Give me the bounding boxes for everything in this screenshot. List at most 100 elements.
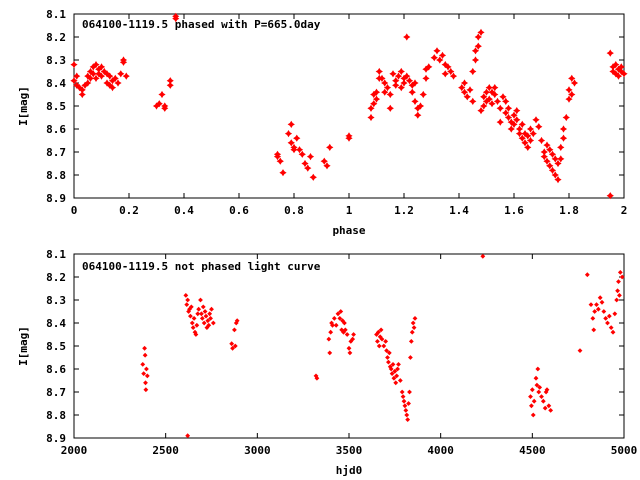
- data-point: [565, 95, 573, 103]
- data-point: [554, 176, 562, 184]
- data-point: [562, 113, 570, 122]
- data-point: [108, 84, 117, 92]
- data-point: [346, 345, 352, 351]
- data-point: [383, 84, 392, 92]
- data-point: [185, 297, 191, 303]
- data-point: [496, 118, 504, 126]
- data-point: [441, 61, 449, 69]
- data-point: [414, 104, 422, 112]
- data-point: [142, 352, 148, 358]
- y-tick-label: 8.5: [46, 100, 66, 113]
- data-point: [559, 125, 568, 133]
- data-point: [588, 302, 594, 307]
- data-point: [141, 371, 147, 376]
- data-point: [403, 33, 411, 41]
- data-point: [612, 61, 620, 69]
- data-point: [190, 325, 196, 330]
- data-point: [114, 79, 122, 87]
- x-tick-label: 1.4: [449, 204, 469, 217]
- data-point: [540, 153, 548, 161]
- data-point: [610, 329, 616, 335]
- data-point: [86, 74, 95, 82]
- data-point: [185, 433, 191, 439]
- data-point: [381, 343, 387, 349]
- data-point: [480, 102, 488, 110]
- data-point: [392, 368, 398, 374]
- y-axis-label: I[mag]: [17, 326, 30, 366]
- data-point: [533, 375, 539, 381]
- data-point: [81, 81, 89, 89]
- data-point: [515, 130, 524, 138]
- data-point: [460, 88, 469, 96]
- data-point: [229, 341, 235, 347]
- y-tick-label: 8.2: [46, 31, 66, 44]
- data-point: [471, 47, 480, 55]
- data-point: [392, 81, 400, 89]
- data-point: [376, 343, 382, 349]
- data-point: [529, 403, 534, 409]
- data-point: [521, 130, 529, 138]
- data-point: [617, 293, 622, 298]
- data-point: [408, 355, 413, 360]
- data-point: [463, 93, 471, 101]
- data-point: [191, 316, 197, 321]
- phased-light-curve-panel: 0 0.2 0.4 0.6 0.8 1 1.2 1.4 1.6 1.8 2 8.1 8.2 8.3 8.4 8…: [17, 8, 628, 237]
- data-point: [333, 322, 339, 328]
- data-point: [425, 63, 433, 71]
- y-tick-label: 8.2: [46, 271, 66, 284]
- data-point: [532, 116, 540, 124]
- data-point: [172, 15, 180, 23]
- data-point: [502, 109, 510, 117]
- data-point: [391, 375, 397, 381]
- y-tick-label: 8.1: [46, 8, 66, 21]
- data-point: [199, 316, 205, 321]
- x-tick-label: 4500: [519, 444, 546, 457]
- data-point: [488, 100, 496, 108]
- data-point: [89, 70, 97, 78]
- data-point: [304, 164, 312, 172]
- data-point: [469, 67, 477, 76]
- data-point: [496, 104, 504, 112]
- data-point: [394, 72, 403, 80]
- data-point: [601, 309, 607, 314]
- data-point: [279, 169, 287, 177]
- y-tick-label: 8.7: [46, 146, 66, 159]
- data-point: [92, 61, 100, 69]
- data-point: [337, 316, 343, 321]
- data-point: [208, 316, 213, 321]
- y-tick-label: 8.4: [46, 77, 66, 90]
- data-point: [609, 63, 617, 71]
- data-point: [411, 79, 419, 87]
- data-point: [528, 394, 533, 399]
- x-tick-label: 0.4: [174, 204, 194, 217]
- data-point: [379, 336, 385, 342]
- data-point: [103, 79, 111, 87]
- data-point: [161, 102, 169, 110]
- data-point: [293, 134, 301, 142]
- data-point: [466, 86, 474, 94]
- data-point: [284, 130, 293, 138]
- data-point: [402, 403, 408, 409]
- data-point: [531, 398, 537, 404]
- data-point: [537, 385, 543, 390]
- data-point: [188, 313, 193, 319]
- y-tick-label: 8.6: [46, 123, 66, 136]
- data-point: [605, 320, 610, 326]
- x-tick-label: 2000: [61, 444, 88, 457]
- data-point: [540, 148, 548, 156]
- data-point: [207, 311, 213, 317]
- data-point: [194, 322, 200, 328]
- x-tick-label: 1.6: [504, 204, 524, 217]
- data-point: [273, 153, 282, 161]
- data-point: [200, 304, 206, 310]
- data-point: [206, 322, 212, 328]
- data-point: [193, 332, 199, 337]
- data-point: [405, 77, 414, 85]
- data-point: [199, 311, 204, 317]
- data-point: [404, 412, 410, 418]
- data-point: [617, 67, 625, 76]
- data-point: [386, 90, 394, 99]
- data-point: [608, 325, 614, 330]
- data-point: [620, 70, 628, 78]
